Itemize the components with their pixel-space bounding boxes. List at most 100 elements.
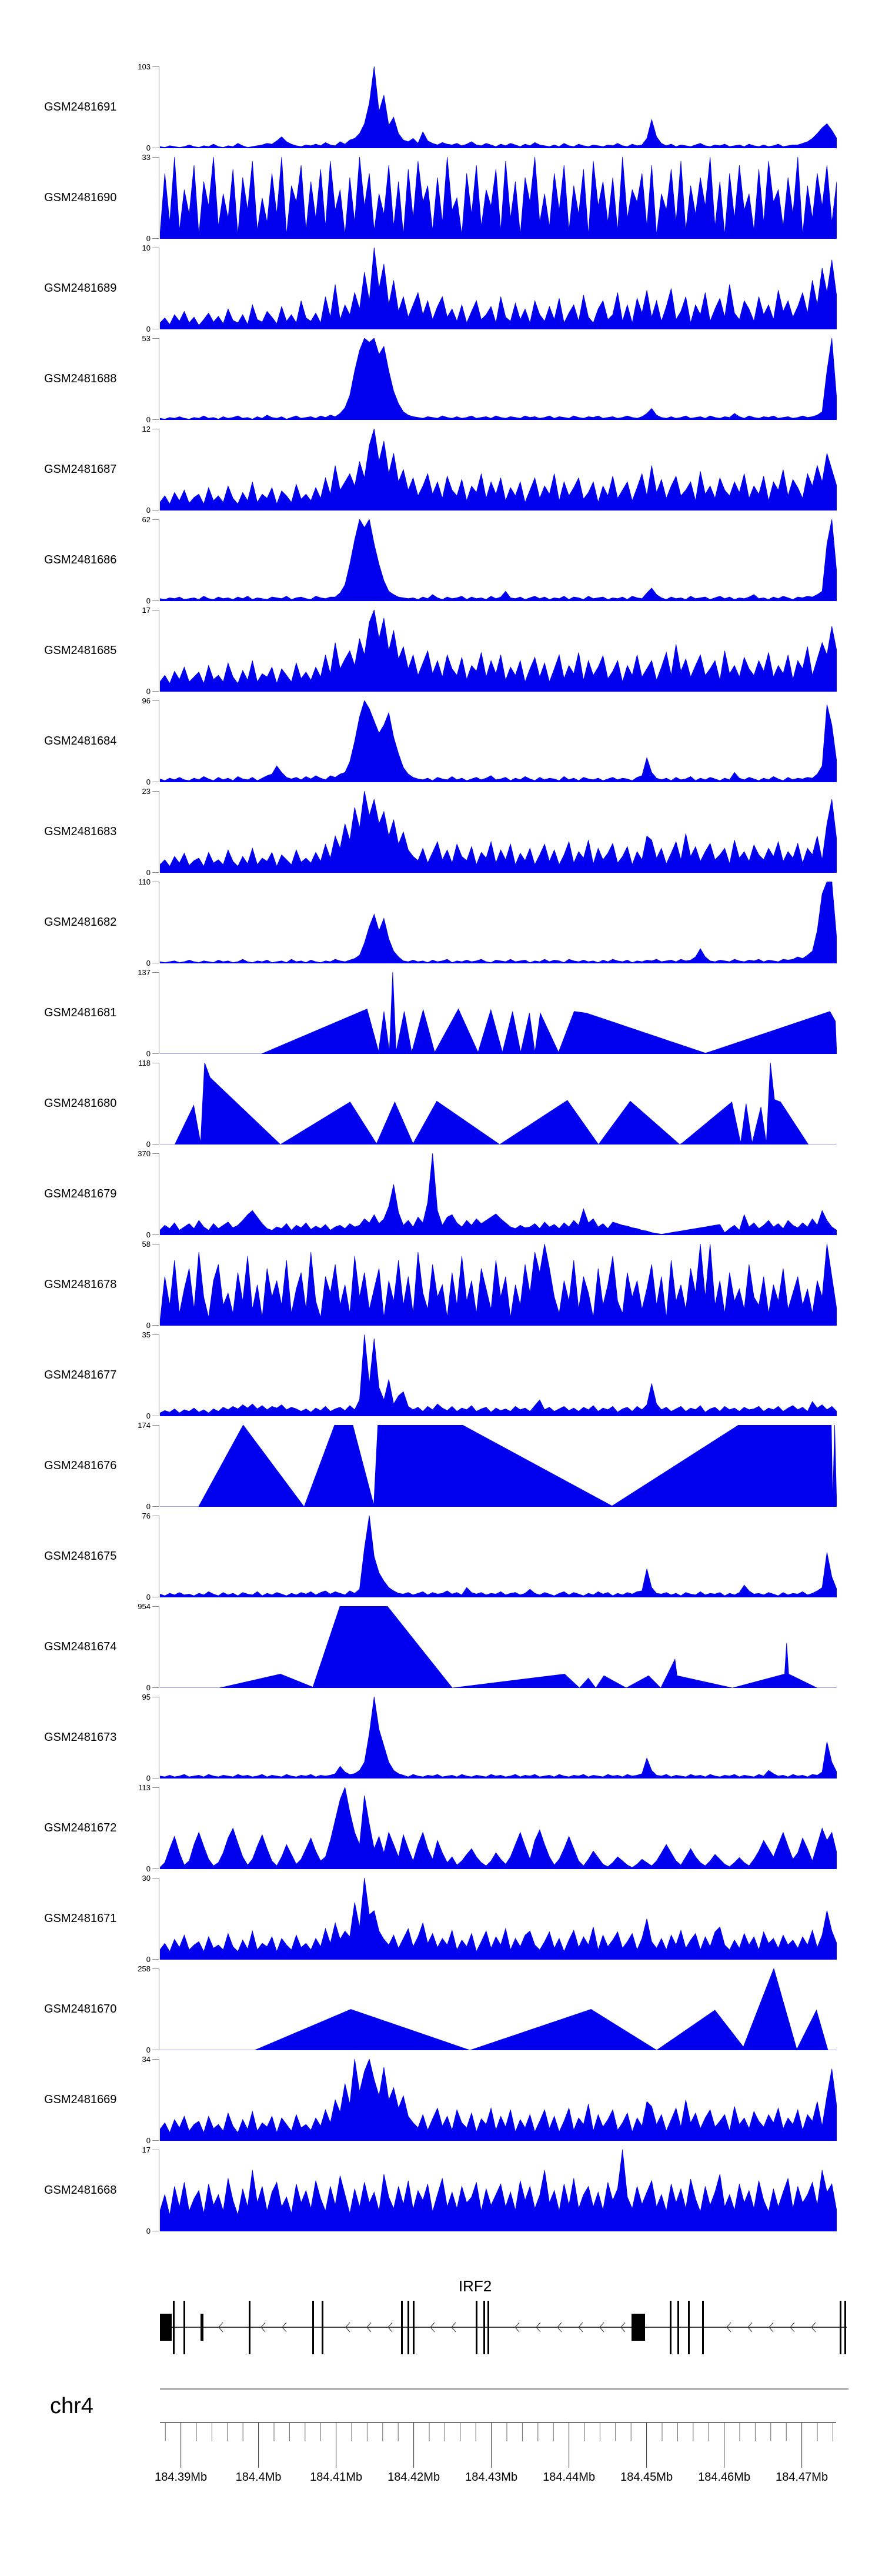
y-axis-zero-label: 0: [146, 1321, 151, 1330]
y-axis-zero-tick: [152, 2140, 159, 2141]
signal-plot: [160, 429, 837, 510]
track-label: GSM2481683: [44, 825, 117, 838]
track-label: GSM2481671: [44, 1912, 117, 1925]
track-label: GSM2481688: [44, 372, 117, 385]
y-axis-zero-label: 0: [146, 1502, 151, 1511]
y-axis-top-tick: [152, 2059, 159, 2060]
track-label: GSM2481674: [44, 1640, 117, 1653]
track-row: GSM2481679 370 0: [0, 1144, 882, 1239]
y-axis-max-label: 34: [142, 2055, 151, 2064]
y-axis-max-label: 30: [142, 1874, 151, 1883]
y-axis-max-label: 137: [138, 968, 151, 977]
exon-bar: [487, 2301, 489, 2354]
track-row: GSM2481686 62 0: [0, 510, 882, 605]
ruler-tick-label: 184.4Mb: [236, 2471, 282, 2484]
y-axis-max-label: 62: [142, 515, 151, 524]
coverage-area: [160, 791, 837, 873]
strand-arrow-left: [747, 2322, 753, 2333]
y-axis-zero-label: 0: [146, 596, 151, 605]
strand-arrow-left: [218, 2322, 223, 2333]
track-row: GSM2481672 113 0: [0, 1778, 882, 1873]
gene-model-track: [160, 2301, 847, 2354]
track-row: GSM2481680 118 0: [0, 1054, 882, 1149]
strand-arrow-left: [769, 2322, 774, 2333]
strand-arrow-left: [451, 2322, 456, 2333]
track-row: GSM2481681 137 0: [0, 963, 882, 1058]
track-label: GSM2481679: [44, 1187, 117, 1200]
exon-bar: [476, 2301, 477, 2354]
y-axis-max-label: 53: [142, 334, 151, 343]
signal-plot: [160, 1968, 837, 2050]
y-axis-zero-label: 0: [146, 778, 151, 786]
signal-plot: [160, 2150, 837, 2231]
y-axis-max-label: 370: [138, 1149, 151, 1158]
signal-plot: [160, 1425, 837, 1507]
strand-arrow-left: [387, 2322, 393, 2333]
track-label: GSM2481673: [44, 1731, 117, 1744]
signal-plot: [160, 1334, 837, 1416]
coverage-area: [160, 1244, 837, 1326]
track-row: GSM2481676 174 0: [0, 1416, 882, 1511]
signal-plot: [160, 157, 837, 239]
exon-bar: [312, 2301, 314, 2354]
coverage-area: [160, 1787, 837, 1869]
y-axis-zero-label: 0: [146, 1774, 151, 1783]
track-label: GSM2481675: [44, 1550, 117, 1563]
strand-arrow-left: [557, 2322, 562, 2333]
y-axis-max-label: 174: [138, 1421, 151, 1430]
signal-plot: [160, 610, 837, 692]
track-row: GSM2481683 23 0: [0, 782, 882, 877]
strand-arrow-left: [599, 2322, 604, 2333]
ruler-tick-label: 184.43Mb: [465, 2471, 517, 2484]
exon-bar: [322, 2301, 323, 2354]
coverage-area: [160, 2150, 837, 2231]
strand-arrow-left: [811, 2322, 816, 2333]
strand-arrow-left: [282, 2322, 287, 2333]
y-axis-max-label: 76: [142, 1511, 151, 1520]
gene-name-label: IRF2: [458, 2277, 492, 2295]
strand-arrow-left: [790, 2322, 795, 2333]
track-label: GSM2481682: [44, 916, 117, 929]
coverage-area: [160, 2059, 837, 2141]
track-row: GSM2481669 34 0: [0, 2050, 882, 2145]
y-axis-max-label: 95: [142, 1693, 151, 1701]
track-label: GSM2481676: [44, 1459, 117, 1472]
y-axis-top-tick: [152, 1606, 159, 1607]
coverage-area: [160, 1425, 837, 1507]
track-row: GSM2481688 53 0: [0, 329, 882, 424]
track-label: GSM2481678: [44, 1278, 117, 1291]
coverage-area: [160, 1697, 837, 1778]
y-axis-top-tick: [152, 1787, 159, 1788]
strand-arrow-left: [726, 2322, 731, 2333]
track-label: GSM2481672: [44, 1821, 117, 1834]
y-axis-max-label: 110: [138, 877, 151, 886]
coverage-area: [160, 972, 837, 1054]
track-label: GSM2481690: [44, 191, 117, 204]
track-label: GSM2481689: [44, 282, 117, 295]
y-axis-max-label: 12: [142, 425, 151, 433]
ruler-tick-label: 184.39Mb: [155, 2471, 207, 2484]
ruler-tick-label: 184.47Mb: [776, 2471, 828, 2484]
exon-box: [632, 2314, 645, 2341]
y-axis-top-tick: [152, 338, 159, 339]
exon-bar: [173, 2301, 175, 2354]
track-label: GSM2481687: [44, 463, 117, 476]
strand-arrow-left: [366, 2322, 372, 2333]
strand-arrow-left: [514, 2322, 520, 2333]
y-axis-top-tick: [152, 1968, 159, 1969]
y-axis-max-label: 58: [142, 1240, 151, 1249]
signal-plot: [160, 791, 837, 873]
y-axis-zero-label: 0: [146, 1140, 151, 1149]
track-label: GSM2481685: [44, 644, 117, 657]
strand-arrow-left: [620, 2322, 626, 2333]
exon-bar: [840, 2301, 841, 2354]
ruler-tick-label: 184.44Mb: [543, 2471, 595, 2484]
signal-plot: [160, 972, 837, 1054]
y-axis-zero-label: 0: [146, 325, 151, 333]
y-axis-max-label: 23: [142, 787, 151, 796]
y-axis-zero-label: 0: [146, 1412, 151, 1420]
y-axis-max-label: 17: [142, 2145, 151, 2154]
strand-arrow-left: [430, 2322, 435, 2333]
exon-bar: [183, 2301, 185, 2354]
